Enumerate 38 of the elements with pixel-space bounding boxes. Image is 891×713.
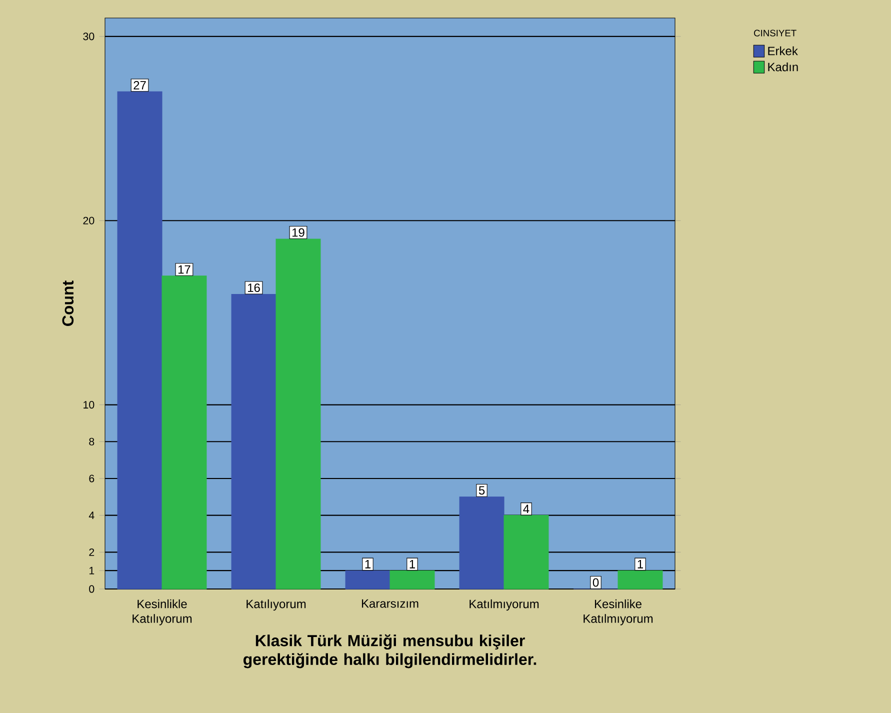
y-tick-label: 30 [83,32,94,40]
bar [231,294,276,590]
data-label: 16 [248,284,260,292]
x-axis-title: Klasik Türk Müziği mensubu kişiler gerektiğinde halkı bilgilendirmelidirler. [244,634,536,668]
x-tick-label: Kesinlike Katılmıyorum [584,599,653,626]
data-label: 1 [638,560,643,568]
y-tick-label: 0 [89,585,94,593]
y-tick-label: 2 [89,548,94,556]
x-tick-label: Katılmıyorum [470,599,539,611]
y-tick-label: 10 [84,401,94,409]
bar [618,570,663,590]
bar [504,515,549,590]
legend-label: Erkek [768,46,798,56]
data-label: 1 [365,560,371,568]
y-tick-label: 4 [88,512,94,519]
data-label: 5 [478,486,485,495]
y-tick-label: 8 [89,438,94,446]
bar [390,570,435,590]
bar [459,496,504,590]
x-tick-label: Kesinlikle Katılıyorum [132,599,192,626]
x-tick-label: Katılıyorum [246,599,306,611]
data-label: 4 [523,504,530,514]
data-label: 27 [134,81,146,90]
legend-title: CINSIYET [754,30,796,36]
bar [162,276,207,590]
legend-label: Kadın [768,62,798,72]
data-label: 0 [592,578,599,587]
y-tick-label: 6 [89,474,94,482]
y-axis-title: Count [62,280,74,326]
y-tick-label: 1 [89,566,94,574]
bar [117,91,162,590]
y-tick-label: 20 [83,216,94,224]
data-label: 19 [292,228,304,237]
data-label: 1 [410,560,415,568]
bar [345,570,390,590]
bar [276,238,321,590]
x-tick-label: Kararsızım [362,599,418,608]
data-label: 17 [178,265,190,274]
